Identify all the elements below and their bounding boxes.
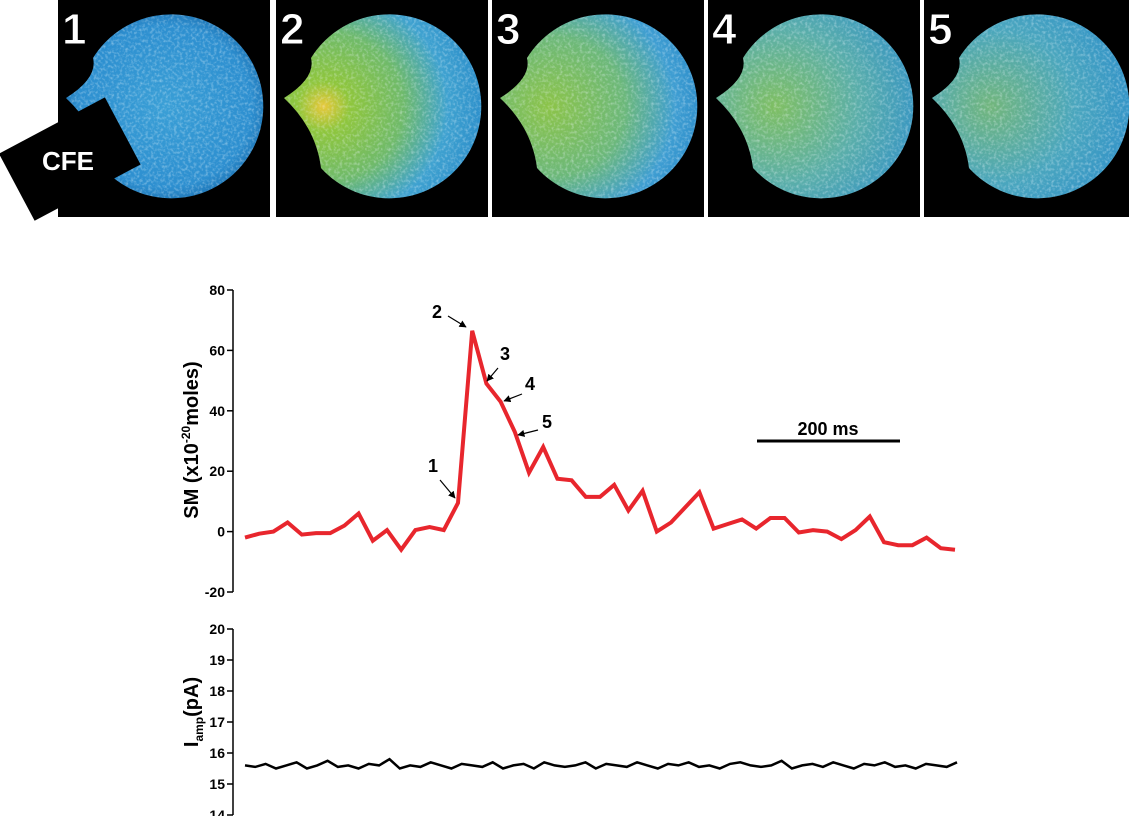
y-tick-label: 20 xyxy=(209,621,225,637)
annotation: 5 xyxy=(542,412,552,432)
scale-bar-label: 200 ms xyxy=(797,419,858,439)
y-tick-label: 60 xyxy=(209,342,225,358)
plot: 14 15 16 17 18 19 20 Iamp(pA) xyxy=(181,621,958,816)
data-line xyxy=(244,757,958,770)
y-tick-label: 18 xyxy=(209,683,225,699)
annotation: 1 xyxy=(428,456,438,476)
y-label-rest: (pA) xyxy=(181,677,203,717)
image-panel: 4 xyxy=(708,0,920,217)
annotation-arrow xyxy=(517,429,539,437)
y-label-text: I xyxy=(181,742,203,748)
y-label-text: SM (x10 xyxy=(181,443,203,519)
y-tick-label: 20 xyxy=(209,463,225,479)
panel-label: 3 xyxy=(496,5,520,54)
annotation: 4 xyxy=(525,374,535,394)
y-label-subscript: amp xyxy=(192,717,206,742)
image-panels: 1 2 3 4 5 CFE xyxy=(0,0,1129,221)
electrode-label: CFE xyxy=(42,146,94,176)
y-tick-label: 15 xyxy=(209,776,225,792)
data-line xyxy=(244,330,956,554)
y-tick-label: 16 xyxy=(209,745,225,761)
y-tick-label: 14 xyxy=(209,807,225,816)
image-panel: 3 xyxy=(492,0,704,217)
annotation-arrow xyxy=(447,315,467,328)
image-panel: 5 xyxy=(924,0,1129,217)
image-panel: 2 xyxy=(276,0,488,217)
annotation: 2 xyxy=(432,302,442,322)
panel-label: 5 xyxy=(928,5,952,54)
annotation-arrow xyxy=(439,479,456,499)
panel-label: 4 xyxy=(712,5,737,54)
panel-label: 2 xyxy=(280,5,304,54)
y-tick-label: -20 xyxy=(205,584,225,600)
panel-label: 1 xyxy=(62,5,86,54)
annotation-arrow xyxy=(503,393,523,403)
electrode: CFE xyxy=(0,97,141,221)
annotation: 3 xyxy=(500,344,510,364)
y-tick-label: 17 xyxy=(209,714,225,730)
y-tick-label: 40 xyxy=(209,403,225,419)
y-tick-label: 19 xyxy=(209,652,225,668)
electrode-body xyxy=(0,97,141,221)
y-axis-label: Iamp(pA) xyxy=(181,677,206,747)
y-label-superscript: -20 xyxy=(179,425,193,443)
annotation-arrow xyxy=(486,367,499,382)
y-label-rest: moles) xyxy=(181,361,203,425)
y-axis-label: SM (x10-20moles) xyxy=(179,361,203,518)
y-tick-label: 0 xyxy=(217,524,225,540)
y-tick-label: 80 xyxy=(209,282,225,298)
